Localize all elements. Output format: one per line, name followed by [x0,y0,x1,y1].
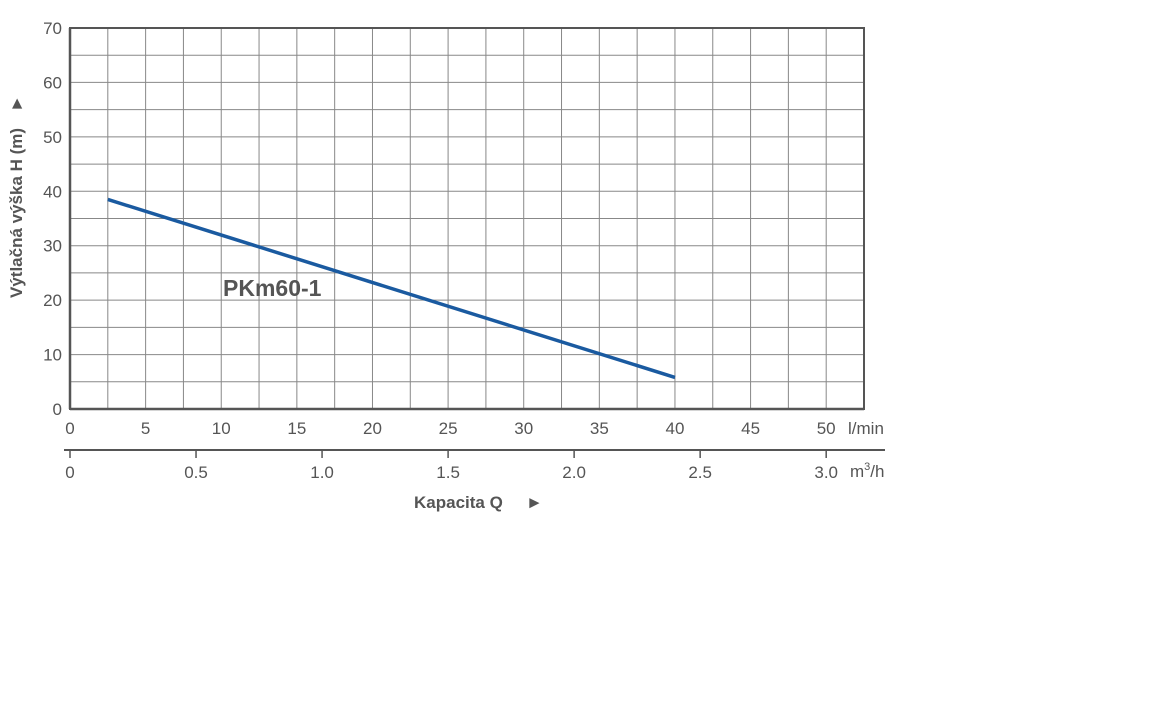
y-tick-label: 30 [43,237,62,256]
x-axis-title: Kapacita Q [414,493,503,512]
y-axis-title: Výtlačná výška H (m) [7,128,26,298]
series: PKm60-1 [107,197,676,380]
y-tick-label: 20 [43,291,62,310]
x2-tick-label: 0 [65,463,74,482]
series-label: PKm60-1 [223,275,322,301]
x2-tick-label: 2.0 [562,463,586,482]
x-tick-label: 30 [514,419,533,438]
x2-tick-label: 0.5 [184,463,208,482]
x-tick-label: 15 [287,419,306,438]
x-unit-label: l/min [848,419,884,438]
x-tick-label: 20 [363,419,382,438]
y-tick-label: 70 [43,19,62,38]
y-tick-label: 0 [53,400,62,419]
y-tick-labels: 0 10 20 30 40 50 60 70 [43,19,62,419]
x2-tick-label: 2.5 [688,463,712,482]
x2-tick-label: 1.5 [436,463,460,482]
x-tick-label: 50 [817,419,836,438]
x-tick-label: 35 [590,419,609,438]
x-tick-labels: 0 5 10 15 20 25 30 35 40 45 50 [65,419,835,438]
x2-tick-labels: 0 0.5 1.0 1.5 2.0 2.5 3.0 [64,449,885,482]
y-tick-label: 60 [43,73,62,92]
axes [68,27,865,411]
y-tick-label: 50 [43,128,62,147]
y-tick-label: 10 [43,346,62,365]
y-axis-arrow: ► [7,95,26,112]
x2-tick-label: 1.0 [310,463,334,482]
x2-unit-label: m3/h [850,461,884,481]
x-axis-arrow: ► [526,493,543,512]
x-tick-label: 0 [65,419,74,438]
x-tick-label: 10 [212,419,231,438]
x-tick-label: 45 [741,419,760,438]
x-tick-label: 40 [665,419,684,438]
x-tick-label: 5 [141,419,150,438]
grid [69,27,865,410]
x2-tick-label: 3.0 [814,463,838,482]
x-tick-label: 25 [439,419,458,438]
series-line [107,197,676,380]
y-tick-label: 40 [43,182,62,201]
